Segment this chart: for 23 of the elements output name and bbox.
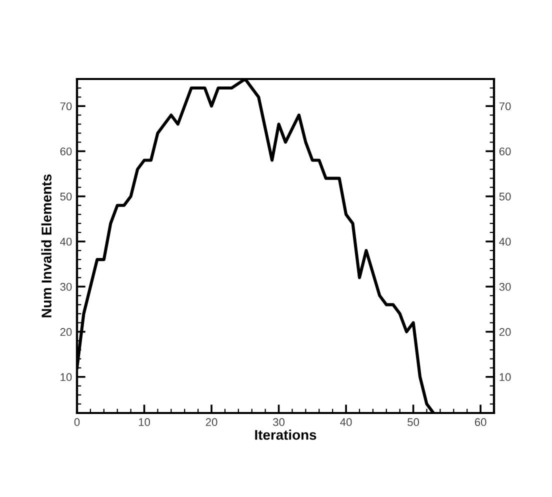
y2-tick-label: 70 (499, 102, 511, 110)
x-tick-label: 20 (206, 418, 218, 426)
y2-tick-label: 30 (499, 282, 511, 291)
y-tick-label: 50 (60, 192, 72, 200)
y2-tick-label: 40 (499, 238, 511, 246)
y2-tick-label: 20 (499, 328, 511, 336)
x-tick-label: 30 (273, 418, 285, 426)
y-tick-label: 20 (60, 328, 72, 336)
x-tick-label: 10 (138, 418, 150, 426)
y-axis-title: Num Invalid Elements (41, 174, 52, 318)
y-tick-label: 10 (60, 373, 72, 382)
x-tick-label: 40 (340, 418, 352, 426)
x-axis-title: Iterations (255, 430, 316, 440)
y-tick-label: 60 (60, 147, 72, 156)
x-tick-label: 50 (408, 418, 420, 426)
y2-tick-label: 10 (500, 373, 511, 382)
y-tick-label: 30 (60, 282, 72, 291)
x-tick-label: 0 (74, 418, 80, 426)
y2-tick-label: 60 (499, 147, 511, 156)
y-tick-label: 40 (60, 238, 72, 246)
x-tick-label: 60 (474, 418, 486, 426)
y-tick-label: 70 (60, 102, 72, 110)
y2-tick-label: 50 (499, 192, 511, 200)
